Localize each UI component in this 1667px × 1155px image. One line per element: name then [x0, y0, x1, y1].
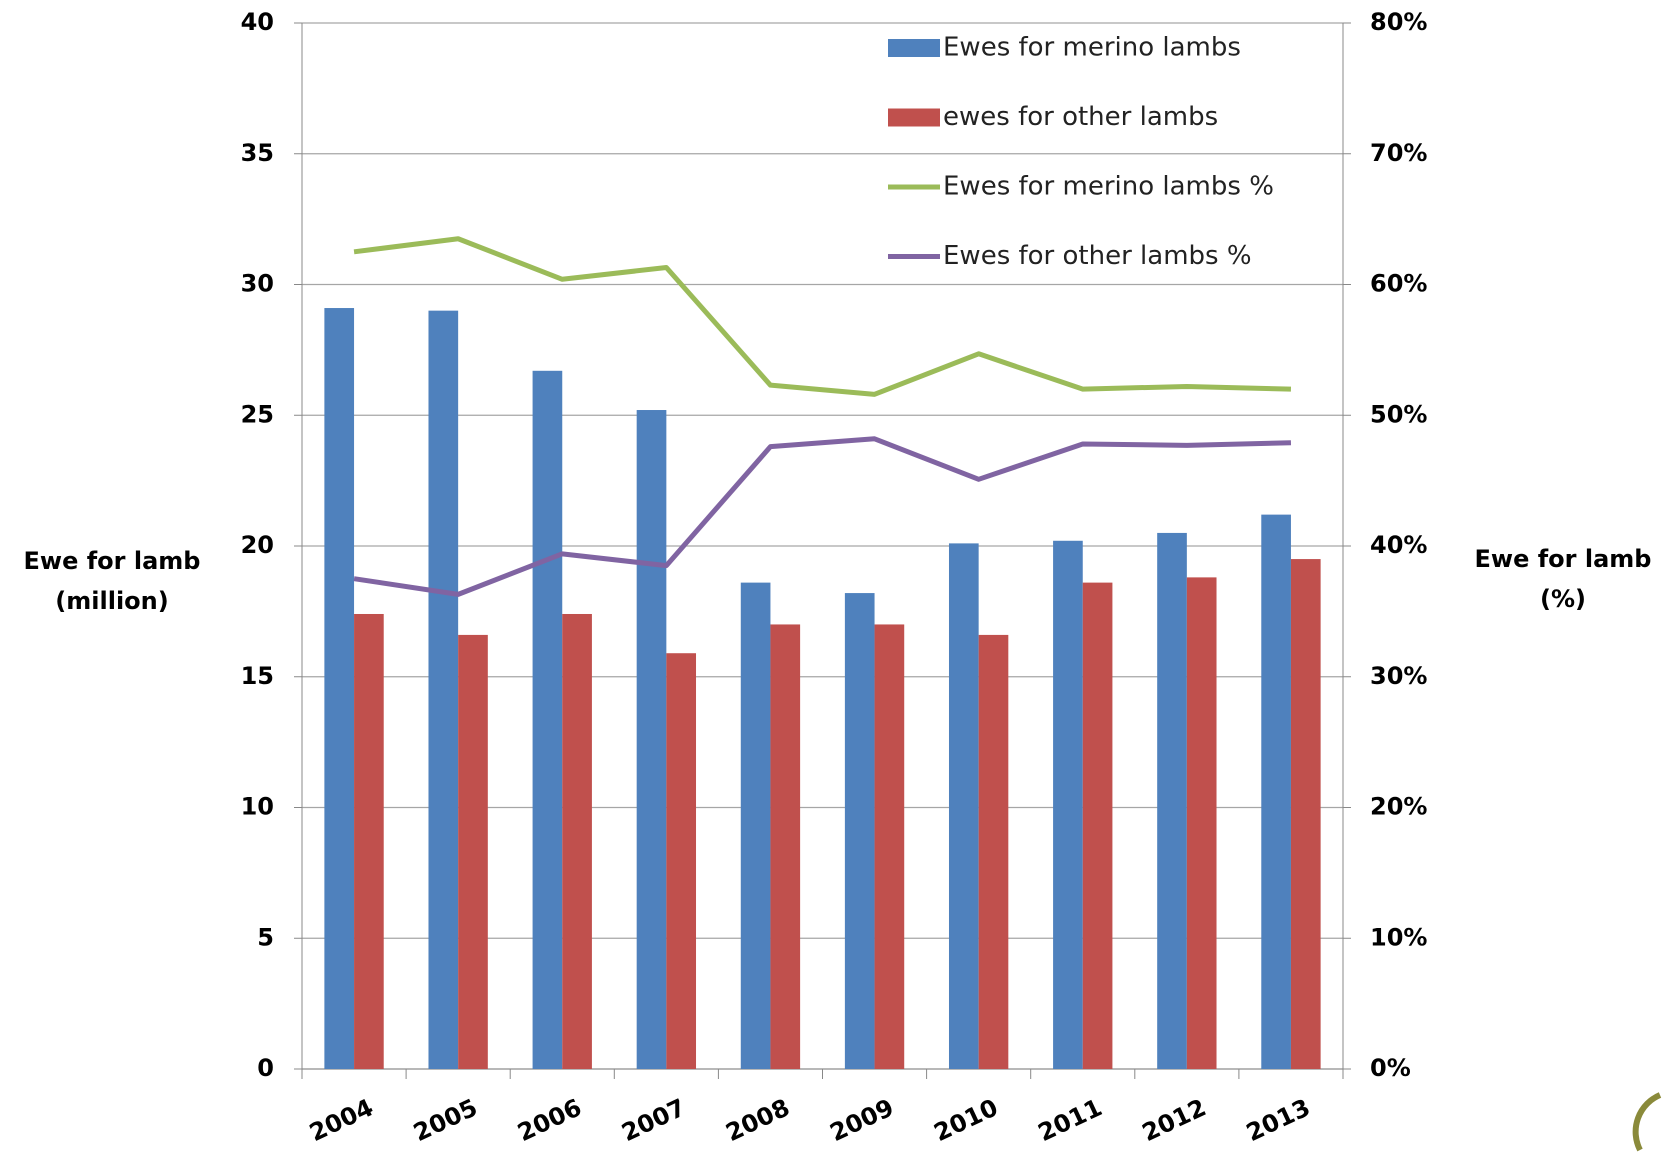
y-tick-label: 25	[241, 400, 274, 428]
bar	[1157, 532, 1187, 1069]
legend-label: Ewes for merino lambs %	[943, 172, 1274, 202]
bar	[1082, 582, 1113, 1069]
bar	[1290, 559, 1321, 1069]
y2-tick-label: 40%	[1370, 531, 1427, 559]
bar	[978, 634, 1009, 1069]
bar	[324, 308, 355, 1069]
bar	[666, 653, 697, 1069]
legend-swatch	[888, 39, 940, 57]
bar	[1186, 577, 1217, 1069]
y-tick-label: 15	[241, 662, 274, 690]
y2-tick-label: 10%	[1370, 923, 1427, 951]
bar	[1053, 540, 1083, 1069]
y-tick-label: 5	[257, 923, 274, 951]
x-tick-label: 2004	[305, 1093, 377, 1147]
bar	[1261, 514, 1291, 1069]
x-tick-label: 2007	[617, 1093, 689, 1147]
bar	[636, 410, 667, 1069]
bar	[458, 634, 488, 1069]
legend-swatch	[888, 108, 940, 127]
bar	[948, 543, 979, 1069]
line	[353, 436, 1292, 597]
x-tick-label: 2013	[1242, 1093, 1314, 1147]
legend-label: Ewes for merino lambs	[943, 33, 1241, 63]
y2-axis-title: (%)	[1540, 585, 1586, 613]
y-tick-label: 30	[241, 270, 274, 298]
y-tick-label: 40	[241, 8, 274, 36]
x-tick-label: 2006	[513, 1093, 585, 1147]
bar	[428, 310, 459, 1069]
x-tick-label: 2008	[722, 1093, 794, 1147]
x-tick-label: 2009	[826, 1093, 898, 1147]
logo-fragment	[1632, 1092, 1662, 1152]
bar	[770, 624, 801, 1069]
y-axis-title: Ewe for lamb	[24, 547, 201, 575]
y-tick-label: 20	[241, 531, 274, 559]
bar	[740, 582, 771, 1069]
y-tick-label: 0	[257, 1054, 274, 1082]
x-tick-label: 2011	[1034, 1093, 1106, 1147]
bar	[844, 593, 875, 1069]
y-tick-label: 10	[241, 793, 274, 821]
legend-label: Ewes for other lambs %	[943, 241, 1252, 271]
bar	[532, 370, 563, 1069]
y2-tick-label: 60%	[1370, 270, 1427, 298]
y2-tick-label: 30%	[1370, 662, 1427, 690]
bar	[354, 613, 384, 1069]
bar	[562, 613, 592, 1069]
line	[353, 236, 1292, 397]
legend-label: ewes for other lambs	[943, 102, 1218, 132]
bar	[874, 624, 905, 1069]
y-tick-label: 35	[241, 139, 274, 167]
y2-axis-title: Ewe for lamb	[1475, 545, 1652, 573]
y2-tick-label: 50%	[1370, 400, 1427, 428]
y2-tick-label: 70%	[1370, 139, 1427, 167]
y-axis-title: (million)	[55, 587, 168, 615]
x-tick-label: 2010	[930, 1093, 1002, 1147]
x-tick-label: 2005	[409, 1093, 481, 1147]
x-tick-label: 2012	[1138, 1093, 1210, 1147]
y2-tick-label: 0%	[1370, 1054, 1411, 1082]
y2-tick-label: 80%	[1370, 8, 1427, 36]
y2-tick-label: 20%	[1370, 793, 1427, 821]
